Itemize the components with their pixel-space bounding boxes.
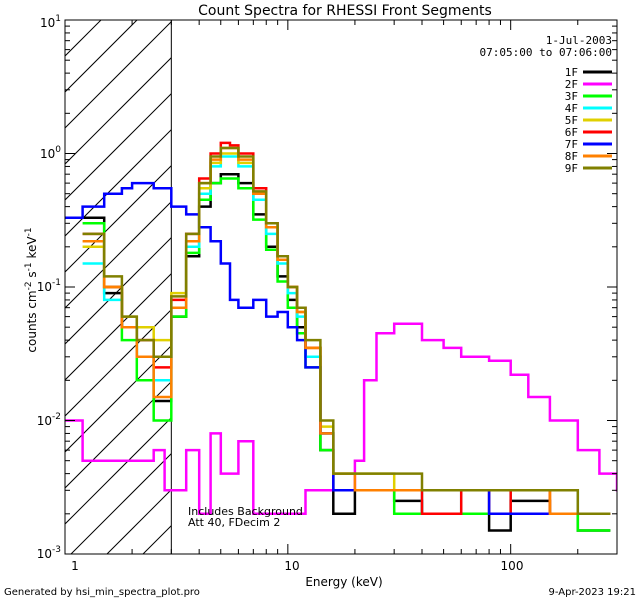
y-axis-label: counts cm-2 s-1 keV-1 xyxy=(24,227,39,352)
legend-label-3F: 3F xyxy=(565,90,578,103)
legend-label-1F: 1F xyxy=(565,66,578,79)
hatch-line xyxy=(65,20,246,201)
time-range-label: 07:05:00 to 07:06:00 xyxy=(480,46,612,59)
series-group xyxy=(65,141,617,532)
generated-by-footer: Generated by hsi_min_spectra_plot.pro xyxy=(4,587,200,598)
y-tick-label-1e-3: 10-3 xyxy=(37,545,61,561)
x-axis-label: Energy (keV) xyxy=(305,575,382,589)
legend-label-9F: 9F xyxy=(565,162,578,175)
annotation-attenuator: Att 40, FDecim 2 xyxy=(188,516,280,529)
legend-label-8F: 8F xyxy=(565,150,578,163)
series-line-9F xyxy=(82,146,611,516)
legend-label-6F: 6F xyxy=(565,126,578,139)
plot-frame xyxy=(64,19,618,555)
hatch-mask xyxy=(171,20,617,554)
legend-label-4F: 4F xyxy=(565,102,578,115)
x-tick-label-10: 10 xyxy=(284,559,299,573)
x-tick-label-100: 100 xyxy=(501,559,524,573)
x-tick-labels: 1 10 100 xyxy=(71,559,523,573)
chart-title: Count Spectra for RHESSI Front Segments xyxy=(198,3,492,19)
x-tick-label-1: 1 xyxy=(71,559,79,573)
y-tick-label-1e1: 101 xyxy=(40,14,61,30)
timestamp-footer: 9-Apr-2023 19:21 xyxy=(549,587,636,598)
y-tick-labels: 10-3 10-2 10-1 100 101 xyxy=(37,14,62,561)
hatch-line xyxy=(65,20,210,165)
date-label: 1-Jul-2003 xyxy=(546,34,612,47)
y-tick-label-1e-1: 10-1 xyxy=(37,278,61,294)
hatch-line xyxy=(65,20,174,129)
legend-label-2F: 2F xyxy=(565,78,578,91)
excluded-energy-hatch xyxy=(65,20,617,554)
legend-label-5F: 5F xyxy=(565,114,578,127)
annotation-background: Includes Background xyxy=(188,505,303,518)
legend-label-7F: 7F xyxy=(565,138,578,151)
y-tick-label-1e-2: 10-2 xyxy=(37,412,61,428)
y-tick-label-1e0: 100 xyxy=(40,145,61,161)
